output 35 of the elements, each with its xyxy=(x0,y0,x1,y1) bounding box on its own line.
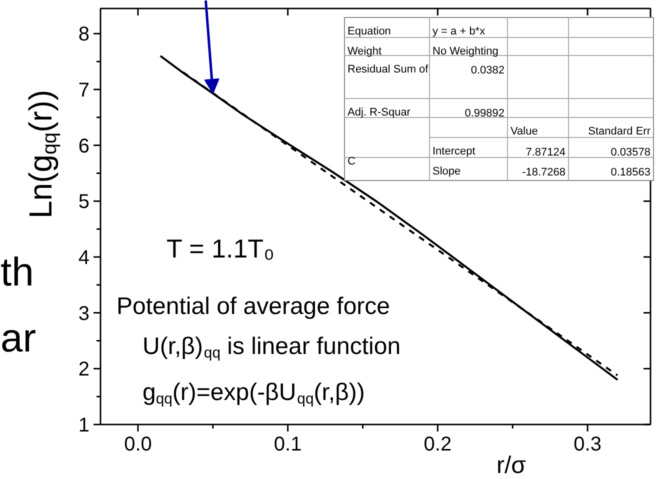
annotation: Equation xyxy=(348,26,391,38)
text: th xyxy=(0,250,34,294)
annotation: -18.7268 xyxy=(522,166,566,178)
annotation: Value xyxy=(510,126,538,138)
annotation: C xyxy=(348,156,356,168)
annotation: Standard Err xyxy=(588,126,651,138)
annotation: 0.0382 xyxy=(470,64,505,76)
y-tick-label: 1 xyxy=(78,414,90,436)
annotation: 0.03578 xyxy=(610,146,651,158)
x-tick-label: 0.1 xyxy=(274,434,302,456)
annotation: Intercept xyxy=(432,146,476,158)
y-tick-label: 2 xyxy=(78,358,90,381)
annotation: Slope xyxy=(432,166,461,178)
text: ar xyxy=(0,316,36,360)
x-tick-label: 0.2 xyxy=(424,434,452,456)
y-tick-label: 4 xyxy=(78,246,90,269)
annotation: Weight xyxy=(348,46,382,58)
annotation: Residual Sum of xyxy=(348,64,430,76)
y-tick-label: 5 xyxy=(78,191,90,214)
annotation: y = a + b*x xyxy=(432,26,486,38)
annotation: 0.18563 xyxy=(610,166,651,178)
y-axis-title: Ln(gqq(r)) xyxy=(22,90,62,218)
annotation: T = 1.1T₀ xyxy=(166,234,274,264)
annotation: Potential of average force xyxy=(116,293,390,320)
annotation: No Weighting xyxy=(432,46,498,58)
x-tick-label: 0.3 xyxy=(574,434,602,456)
y-tick-label: 6 xyxy=(78,135,90,158)
annotation: 7.87124 xyxy=(526,146,566,158)
annotation: Adj. R-Squar xyxy=(348,106,411,118)
y-tick-label: 7 xyxy=(78,79,90,102)
y-tick-label: 3 xyxy=(78,302,90,325)
x-tick-label: 0.0 xyxy=(124,434,152,456)
x-axis-title: r/σ xyxy=(496,452,526,479)
annotation: 0.99892 xyxy=(464,108,505,120)
y-tick-label: 8 xyxy=(78,24,90,46)
